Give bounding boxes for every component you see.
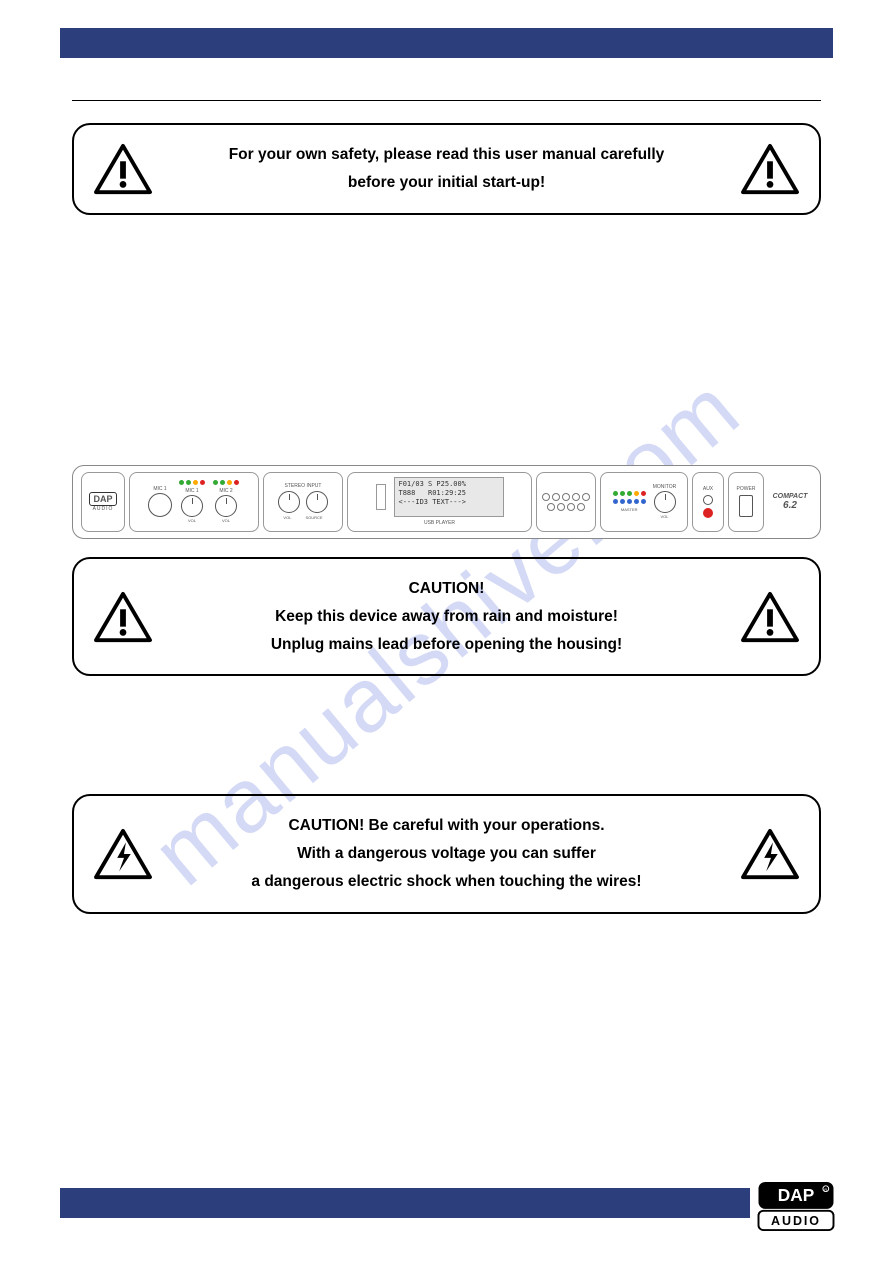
stereo-label: STEREO INPUT [285,483,322,489]
folder-button-icon [577,503,585,511]
warning-triangle-icon [92,142,154,196]
warning2-title: CAUTION! [168,575,725,603]
mic1-label: MIC 1 [153,486,166,492]
warning1-line2: before your initial start-up! [168,169,725,197]
safety-warning-text: For your own safety, please read this us… [168,141,725,197]
stereo-source-knob [306,491,328,513]
voltage-triangle-icon [92,827,154,881]
page-content: For your own safety, please read this us… [72,72,821,932]
prev-button-icon [572,493,580,501]
caution-moisture-text: CAUTION! Keep this device away from rain… [168,575,725,659]
device-logo-section: DAP AUDIO [81,472,125,532]
stereo-vol-knob [278,491,300,513]
voltage-triangle-icon [739,827,801,881]
aux-rca-white [703,495,713,505]
rew-button-icon [547,503,555,511]
mic2-knob [215,495,237,517]
device-usb-section: F01/03 S P25.00% T888 R01:29:25 <---ID3 … [347,472,532,532]
warning3-title: CAUTION! Be careful with your operations… [168,812,725,840]
caution-voltage-box: CAUTION! Be careful with your operations… [72,794,821,914]
warning1-line1: For your own safety, please read this us… [168,141,725,169]
footer-brand: DAP [778,1185,815,1205]
caution-moisture-box: CAUTION! Keep this device away from rain… [72,557,821,677]
monitor-label: MONITOR [653,484,677,490]
caution-voltage-text: CAUTION! Be careful with your operations… [168,812,725,896]
divider-line [72,100,821,101]
device-aux-section: AUX [692,472,724,532]
device-power-section: POWER [728,472,764,532]
warning3-line1: With a dangerous voltage you can suffer [168,840,725,868]
next-button-icon [582,493,590,501]
usb-port-icon [376,484,386,510]
fwd-button-icon [557,503,565,511]
device-brand-sub: AUDIO [93,506,114,512]
warning-triangle-icon [739,590,801,644]
warning-triangle-icon [92,590,154,644]
stop-button-icon [562,493,570,501]
footer-bar [60,1188,750,1218]
spacer [72,694,821,794]
device-brand: DAP [89,492,116,506]
safety-warning-box: For your own safety, please read this us… [72,123,821,215]
mic1-knob [181,495,203,517]
footer-brand-sub: AUDIO [771,1214,821,1228]
device-front-panel-illustration: DAP AUDIO MIC 1 MIC 1 VOL MIC 2 VOL [72,465,821,539]
mic1-vol-label: MIC 1 [185,488,198,494]
play-button-icon [542,493,550,501]
device-mic-section: MIC 1 MIC 1 VOL MIC 2 VOL [129,472,259,532]
power-label: POWER [737,486,756,492]
device-model-section: COMPACT 6.2 [768,472,812,532]
monitor-knob [654,491,676,513]
device-stereo-section: STEREO INPUT VOL SOURCE [263,472,343,532]
device-model: COMPACT [773,493,808,500]
warning3-line2: a dangerous electric shock when touching… [168,868,725,896]
warning2-line2: Unplug mains lead before opening the hou… [168,631,725,659]
mode-button-icon [567,503,575,511]
device-model-num: 6.2 [783,500,797,511]
aux-label: AUX [703,486,713,492]
device-master-section: MASTER MONITOR VOL [600,472,688,532]
svg-text:R: R [824,1188,827,1192]
lcd-display: F01/03 S P25.00% T888 R01:29:25 <---ID3 … [394,477,504,517]
aux-rca-red [703,508,713,518]
mic2-label: MIC 2 [219,488,232,494]
device-playback-section [536,472,596,532]
warning2-line1: Keep this device away from rain and mois… [168,603,725,631]
power-switch-icon [739,495,753,517]
usb-label: USB PLAYER [424,520,455,526]
header-bar [60,28,833,58]
warning-triangle-icon [739,142,801,196]
pause-button-icon [552,493,560,501]
mic1-jack [148,493,172,517]
footer-logo: DAP R AUDIO [757,1181,835,1231]
